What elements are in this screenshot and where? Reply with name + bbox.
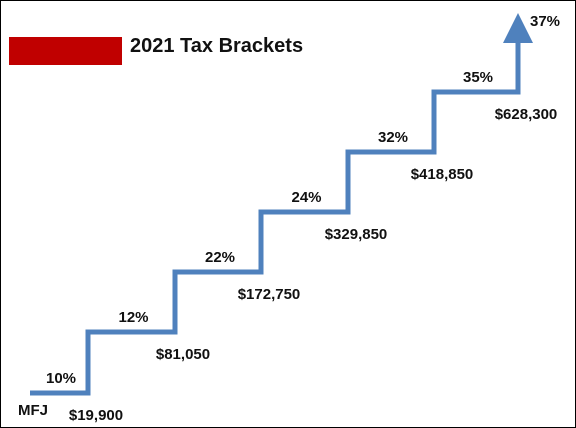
filing-status-label: MFJ — [18, 402, 48, 419]
bracket-rate-label: 35% — [463, 69, 493, 86]
bracket-rate-label: 24% — [291, 189, 321, 206]
bracket-threshold-label: $19,900 — [69, 407, 123, 424]
bracket-threshold-label: $172,750 — [238, 286, 301, 303]
title-color-swatch — [9, 37, 122, 65]
bracket-threshold-label: $81,050 — [156, 346, 210, 363]
bracket-rate-label: 32% — [378, 129, 408, 146]
bracket-rate-label: 10% — [46, 370, 76, 387]
bracket-threshold-label: $418,850 — [411, 166, 474, 183]
bracket-threshold-label: $329,850 — [325, 226, 388, 243]
bracket-rate-label: 37% — [530, 13, 560, 30]
bracket-rate-label: 22% — [205, 249, 235, 266]
bracket-labels: 10% $19,900 12% $81,050 22% $172,750 24% $329,8… — [46, 13, 560, 424]
staircase-line — [30, 13, 533, 396]
page-title: 2021 Tax Brackets — [130, 35, 304, 57]
bracket-rate-label: 12% — [118, 309, 148, 326]
bracket-threshold-label: $628,300 — [495, 106, 558, 123]
